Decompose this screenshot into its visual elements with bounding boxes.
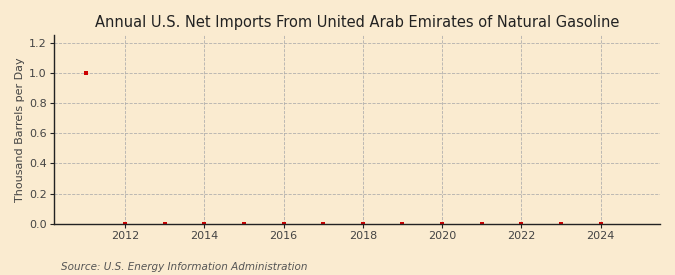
Y-axis label: Thousand Barrels per Day: Thousand Barrels per Day [15, 57, 25, 202]
Title: Annual U.S. Net Imports From United Arab Emirates of Natural Gasoline: Annual U.S. Net Imports From United Arab… [95, 15, 619, 30]
Text: Source: U.S. Energy Information Administration: Source: U.S. Energy Information Administ… [61, 262, 307, 272]
